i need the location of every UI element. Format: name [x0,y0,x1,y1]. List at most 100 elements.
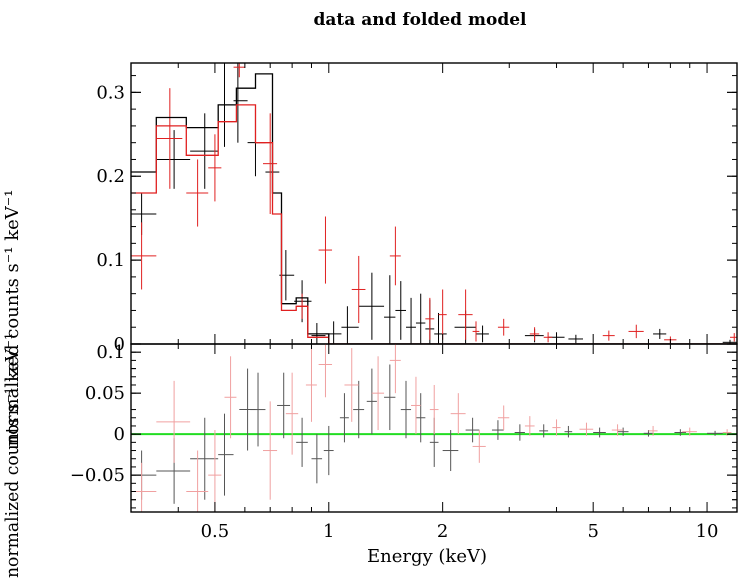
bottom-data-point [617,427,629,436]
chart-title: data and folded model [314,10,528,30]
bottom-data-point [353,380,365,439]
top-data-point [318,216,333,284]
top-data-point [497,318,510,336]
bottom-data-point [190,417,219,500]
top-data-point [311,323,326,344]
y-axis-label-top: normalized counts s⁻¹ keV⁻¹ [2,190,23,447]
bottom-data-point [296,417,308,467]
bottom-data-point [415,393,426,443]
top-data-point [529,327,540,341]
top-data-point [543,332,553,343]
top-data-point [568,334,584,344]
top-y-tick-label: 0.3 [96,82,125,103]
bottom-data-point [497,405,510,431]
top-y-tick-label: 0 [114,334,125,355]
top-data-point [131,193,157,235]
top-data-point [156,130,191,189]
bottom-x-ticks [130,344,708,512]
top-data-point [438,289,447,340]
bottom-data-point [648,425,658,436]
top-data-point [602,330,615,341]
top-y-ticks: 0 0.1 0.2 0.3 [96,75,737,355]
top-data-point [351,255,366,324]
bottom-data-point [472,430,486,463]
top-data-point [341,306,359,344]
top-model-step-3 [131,104,737,344]
bottom-data-point [371,356,385,431]
bottom-data-point [491,420,504,440]
x-axis-label: Energy (keV) [367,546,487,567]
bottom-data-point [429,384,439,435]
y-axis-label-bottom: normalized counts s⁻¹ keV⁻¹ [2,333,23,578]
bottom-data-point [674,429,687,436]
top-data-point [156,88,183,189]
bottom-data-point [611,424,624,436]
top-y-tick-label: 0.1 [96,250,125,271]
top-y-tick-label: 0.2 [96,166,125,187]
top-data-point [722,339,737,344]
bottom-data-series-0 [131,364,723,504]
bottom-data-point [323,425,334,476]
bottom-y-tick-label: 0 [114,424,125,445]
top-data-point [475,325,489,343]
bottom-data-point [593,427,606,438]
bottom-data-point [384,364,396,431]
bottom-data-point [318,344,333,398]
bottom-data-point [305,348,317,422]
bottom-data-point [564,425,573,438]
top-plot-area [131,63,737,344]
top-data-point [208,134,222,202]
bottom-data-point [285,372,299,455]
x-tick-label: 0.5 [201,521,230,542]
top-data-point [186,159,209,227]
top-data-point [233,63,248,143]
bottom-data-point [465,417,480,443]
bottom-data-point [339,393,349,443]
bottom-data-point [442,430,459,472]
top-data-point [190,113,219,189]
bottom-data-point [411,376,421,435]
bottom-data-point [707,430,723,436]
residual-panel: −0.05 0 0.05 0.1 [70,342,738,513]
top-data-point [458,289,473,340]
bottom-y-tick-label: 0.1 [96,342,125,363]
bottom-data-point [224,356,237,439]
bottom-data-point [539,424,549,438]
bottom-data-point [311,434,323,484]
top-data-point [358,272,385,340]
bottom-data-point [186,450,209,512]
top-data-point [472,321,480,342]
top-data-point [415,293,426,344]
bottom-data-point [389,344,401,394]
top-panel: 0 0.1 0.2 0.3 [96,62,738,355]
bottom-data-point [579,422,594,436]
top-data-point [628,324,644,339]
bottom-data-point [277,372,291,439]
top-data-point [233,63,245,78]
bottom-data-point [552,419,561,436]
bottom-data-point [262,401,278,500]
top-data-point [405,297,416,344]
x-tick-label: 2 [437,521,448,542]
bottom-data-point [250,372,266,447]
top-data-point [730,333,737,342]
x-tick-label: 5 [587,521,598,542]
top-data-point [653,328,667,339]
bottom-y-tick-label: 0.05 [85,383,125,404]
x-axis-ticks: 0.5 1 2 5 10 [201,521,719,542]
top-data-point [434,312,447,344]
bottom-data-point [156,380,191,463]
bottom-plot-area [131,344,737,512]
top-data-point [131,222,157,290]
bottom-data-point [524,416,535,436]
bottom-data-point [218,413,234,496]
bottom-y-tick-label: −0.05 [70,465,125,486]
top-data-point [395,281,406,340]
top-data-series-0 [131,63,737,344]
top-data-series-1 [131,63,737,344]
bottom-data-series-1 [131,344,732,512]
bottom-data-point [682,427,697,436]
bottom-data-point [366,368,377,435]
bottom-data-point [400,380,412,439]
